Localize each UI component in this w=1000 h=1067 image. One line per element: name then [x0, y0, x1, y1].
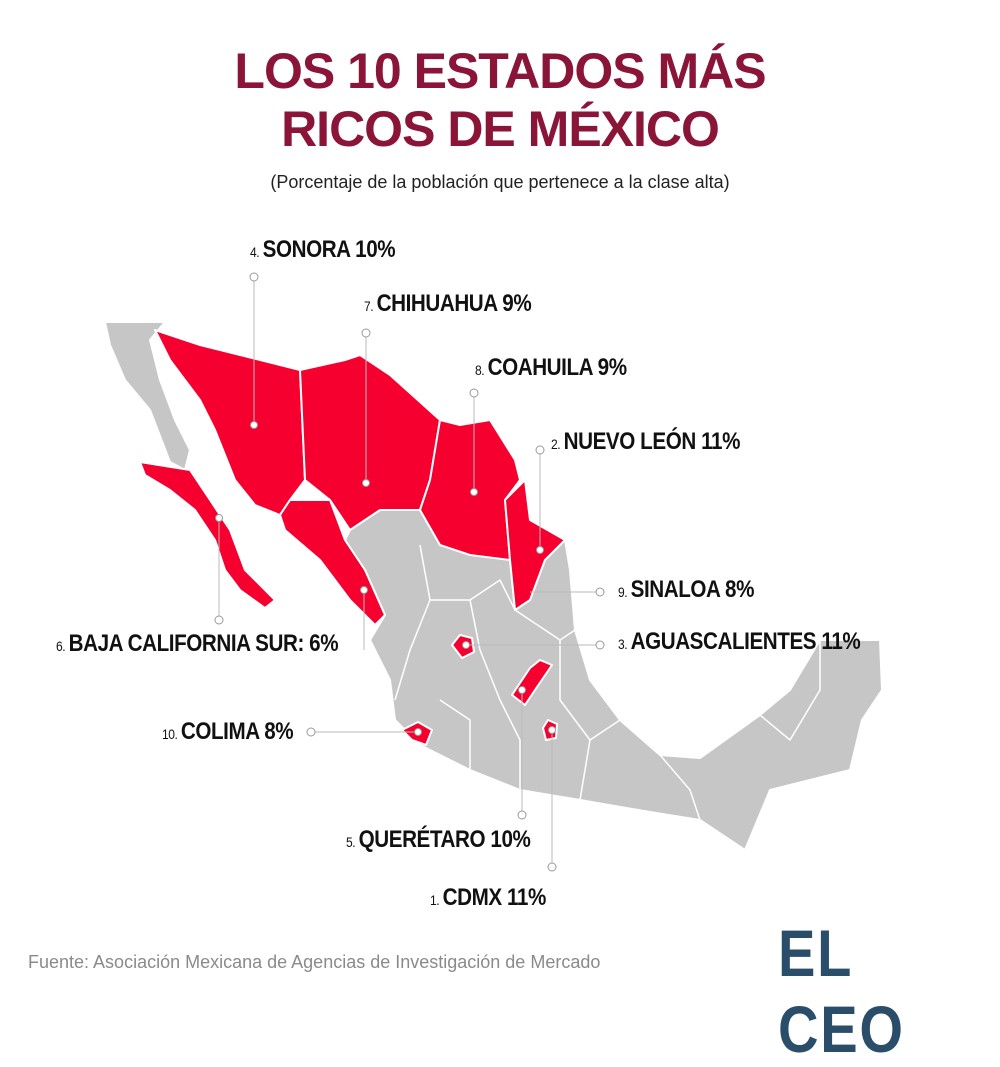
- label-chihuahua: 7. CHIHUAHUA 9%: [364, 290, 532, 317]
- title-line-2: RICOS DE MÉXICO: [281, 101, 720, 157]
- label-aguascalientes: 3. AGUASCALIENTES 11%: [618, 628, 861, 655]
- mexico-map: [104, 272, 883, 872]
- label-nuevo-leon: 2. NUEVO LEÓN 11%: [551, 428, 740, 455]
- label-sonora: 4. SONORA 10%: [250, 236, 396, 263]
- state-baja-california-sur: [139, 461, 276, 609]
- source-note: Fuente: Asociación Mexicana de Agencias …: [28, 952, 601, 972]
- label-colima: 10. COLIMA 8%: [162, 718, 294, 745]
- title-line-1: LOS 10 ESTADOS MÁS: [234, 43, 766, 99]
- el-ceo-logo: EL CEO: [778, 916, 905, 1066]
- page-title: LOS 10 ESTADOS MÁS RICOS DE MÉXICO: [0, 42, 1000, 158]
- state-sinaloa: [279, 499, 386, 626]
- label-sinaloa: 9. SINALOA 8%: [618, 576, 755, 603]
- label-coahuila: 8. COAHUILA 9%: [475, 354, 627, 381]
- state-sonora: [154, 329, 306, 516]
- state-borders: [394, 544, 821, 821]
- label-cdmx: 1. CDMX 11%: [430, 884, 546, 911]
- subtitle: (Porcentaje de la población que pertenec…: [270, 172, 730, 192]
- marker-dots: [214, 272, 605, 872]
- state-baja-california: [104, 321, 191, 471]
- mainland-other-states: [344, 509, 883, 851]
- label-baja-california-sur: 6. BAJA CALIFORNIA SUR: 6%: [56, 630, 339, 657]
- label-queretaro: 5. QUERÉTARO 10%: [346, 826, 531, 853]
- leader-lines: [218, 277, 600, 867]
- state-nuevo-leon: [504, 479, 566, 611]
